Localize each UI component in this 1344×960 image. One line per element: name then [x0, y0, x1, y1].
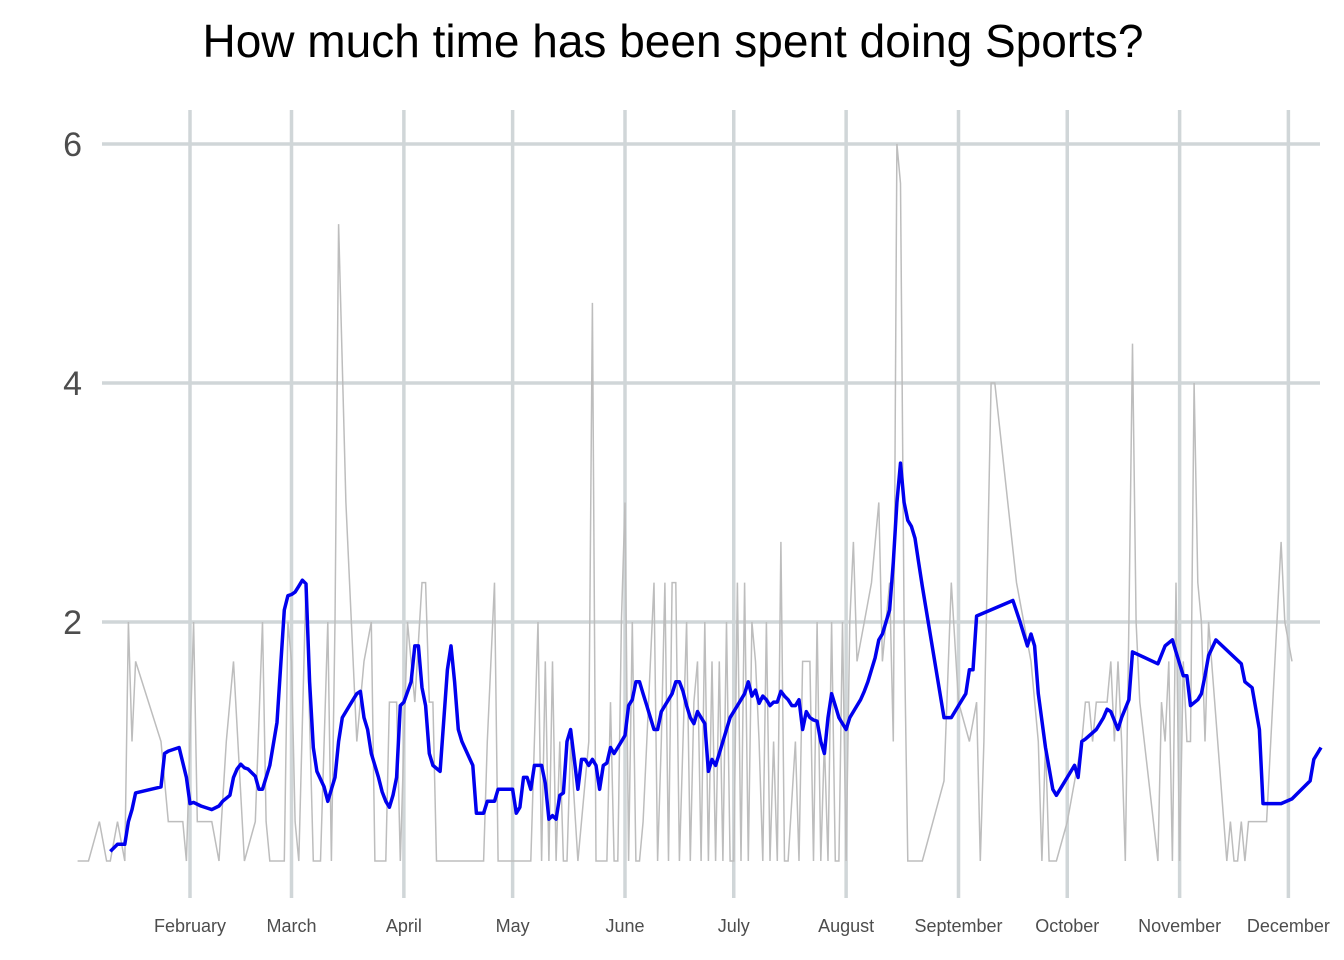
daily-series [77, 143, 1293, 862]
chart-title: How much time has been spent doing Sport… [203, 15, 1144, 67]
x-tick-label: October [1035, 916, 1099, 936]
x-tick-label: July [718, 916, 750, 936]
x-tick-label: March [266, 916, 316, 936]
x-axis-tick-labels: February March April May June July August Septe… [154, 916, 1330, 936]
moving-average-series [109, 461, 1323, 853]
daily-series-line [77, 143, 1293, 862]
x-tick-label: February [154, 916, 226, 936]
gridlines [102, 110, 1320, 898]
y-tick-label: 4 [63, 365, 82, 403]
y-tick-label: 6 [63, 126, 82, 164]
x-tick-label: December [1247, 916, 1330, 936]
y-tick-label: 2 [63, 604, 82, 642]
y-axis-tick-labels: 2 4 6 [63, 126, 82, 642]
x-tick-label: November [1138, 916, 1221, 936]
x-tick-label: April [386, 916, 422, 936]
x-tick-label: June [605, 916, 644, 936]
x-tick-label: May [496, 916, 530, 936]
x-tick-label: August [818, 916, 874, 936]
x-tick-label: September [914, 916, 1002, 936]
moving-average-line [109, 461, 1323, 853]
